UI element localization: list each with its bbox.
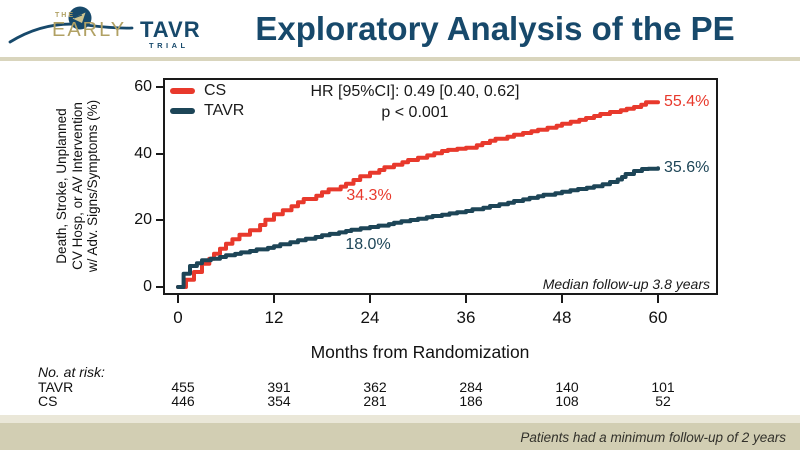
plot-area [163,78,718,295]
logo-word-trial: TRIAL [149,41,189,50]
legend-item-cs: CS [170,81,244,101]
y-axis-label-line2: CV Hosp, or AV Intervention [69,102,85,270]
x-tick-label: 48 [552,308,572,327]
hr-stats-annotation: HR [95%CI]: 0.49 [0.40, 0.62] p < 0.001 [255,81,575,123]
p-value-line: p < 0.001 [381,104,449,121]
x-tick-label: 36 [456,308,476,327]
at-risk-value: 140 [555,379,579,395]
y-tick-label: 20 [134,211,152,229]
curve-cs [176,100,660,289]
y-tick-label: 0 [143,278,152,295]
y-tick-mark [156,286,163,288]
logo-word-the: THE [55,12,75,19]
footer-banner-strip [0,415,800,423]
y-axis-label-line1: Death, Stroke, Unplanned [53,108,69,264]
logo-word-early: EARLY [52,19,127,41]
logo-word-tavr: TAVR [140,17,201,42]
at-risk-value: 354 [267,393,291,409]
legend-item-tavr: TAVR [170,101,244,121]
x-tick-mark [273,295,275,303]
at-risk-value: 108 [555,393,579,409]
x-tick-mark [177,295,179,303]
footer-note: Patients had a minimum follow-up of 2 ye… [520,430,786,445]
at-risk-value: 455 [171,379,195,395]
at-risk-value: 186 [459,393,483,409]
x-tick-label: 60 [648,308,668,327]
tavr-final-rate-label: 35.6% [664,159,710,176]
at-risk-value: 391 [267,379,291,395]
at-risk-value: 52 [655,393,671,409]
legend-label-tavr: TAVR [204,102,245,119]
x-tick-mark [465,295,467,303]
at-risk-row-cs: CS 446 354 281 186 108 52 [0,393,800,409]
tavr-line-swatch [170,108,195,114]
at-risk-value: 446 [171,393,195,409]
at-risk-value: 101 [651,379,675,395]
median-followup-note: Median follow-up 3.8 years [542,276,710,292]
x-tick-label: 24 [360,308,380,327]
y-tick-mark [156,86,163,88]
x-tick-mark [369,295,371,303]
header-divider [0,57,800,61]
cs-line-swatch [170,88,195,94]
x-tick-mark [657,295,659,303]
y-tick-label: 40 [134,144,152,162]
x-tick-mark [561,295,563,303]
y-tick-label: 60 [134,78,152,95]
at-risk-value: 284 [459,379,483,395]
y-tick-mark [156,152,163,155]
curve-tavr [176,166,660,289]
hr-line: HR [95%CI]: 0.49 [0.40, 0.62] [310,83,520,100]
cs-final-rate-label: 55.4% [664,93,710,110]
cs-2yr-rate-label: 34.3% [346,187,392,204]
at-risk-row-name: CS [38,393,58,409]
slide-title: Exploratory Analysis of the PE [255,10,735,47]
x-axis-title: Months from Randomization [310,342,530,362]
legend: CS TAVR [170,81,244,121]
at-risk-heading: No. at risk: [38,364,105,380]
at-risk-value: 362 [363,379,387,395]
at-risk-row-name: TAVR [38,379,74,395]
legend-label-cs: CS [204,82,227,99]
x-tick-label: 12 [264,308,284,327]
logo-swoosh-valve-icon [8,6,134,44]
at-risk-value: 281 [363,393,387,409]
y-axis-label: Death, Stroke, Unplanned CV Hosp, or AV … [54,13,101,359]
at-risk-row-tavr: TAVR 455 391 362 284 140 101 [0,379,800,395]
early-tavr-trial-logo: THE EARLY TAVR TRIAL [8,4,200,56]
tavr-2yr-rate-label: 18.0% [345,236,391,253]
footer-banner [0,423,800,450]
y-tick-mark [156,219,163,222]
x-tick-label: 0 [173,308,183,327]
km-curves-chart [176,100,660,289]
y-axis-label-line3: w/ Adv. Signs/Symptoms (%) [84,99,100,273]
